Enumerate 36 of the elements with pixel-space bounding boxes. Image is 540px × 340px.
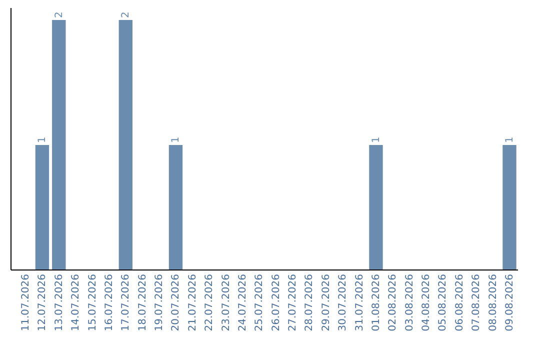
x-tick-label: 02.08.2026	[388, 274, 399, 332]
x-tick-label: 09.08.2026	[504, 274, 516, 332]
x-tick-label: 15.07.2026	[87, 274, 98, 332]
x-tick-label: 22.07.2026	[204, 274, 216, 332]
x-tick-label: 13.07.2026	[54, 274, 65, 332]
x-tick-label: 03.08.2026	[404, 274, 416, 332]
x-tick-label: 04.08.2026	[421, 274, 432, 332]
data-label: 1	[504, 136, 516, 143]
x-tick-label: 06.08.2026	[454, 274, 466, 332]
x-tick-label: 05.08.2026	[438, 274, 449, 332]
x-tick-label: 21.07.2026	[187, 274, 198, 332]
x-tick-label: 24.07.2026	[237, 274, 248, 332]
x-tick-label: 14.07.2026	[70, 274, 82, 332]
x-tick-label: 12.07.2026	[37, 274, 48, 332]
x-tick-label: 20.07.2026	[170, 274, 182, 332]
data-label: 1	[37, 136, 48, 143]
x-tick-label: 08.08.2026	[488, 274, 499, 332]
x-tick-label: 28.07.2026	[304, 274, 316, 332]
data-label: 2	[54, 12, 65, 18]
x-tick-label: 18.07.2026	[137, 274, 148, 332]
x-tick-label: 27.07.2026	[288, 274, 299, 332]
x-tick-label: 17.07.2026	[120, 274, 132, 332]
x-tick-label: 01.08.2026	[370, 274, 382, 332]
x-tick-label: 29.07.2026	[320, 274, 332, 332]
x-tick-label: 19.07.2026	[154, 274, 166, 332]
x-tick-label: 26.07.2026	[270, 274, 282, 332]
x-tick-label: 23.07.2026	[220, 274, 232, 332]
x-tick-label: 30.07.2026	[338, 274, 349, 332]
x-tick-label: 07.08.2026	[471, 274, 482, 332]
data-label: 1	[370, 136, 382, 143]
data-label: 2	[120, 12, 132, 18]
x-tick-label: 11.07.2026	[20, 274, 32, 332]
x-tick-label: 16.07.2026	[104, 274, 115, 332]
data-label: 1	[170, 136, 182, 143]
x-tick-label: 25.07.2026	[254, 274, 266, 332]
x-tick-label: 31.07.2026	[354, 274, 366, 332]
